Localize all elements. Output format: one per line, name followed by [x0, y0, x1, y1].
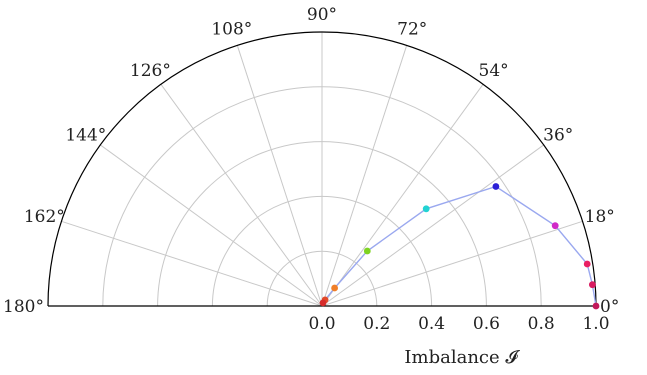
theta-tick-labels: 0° 18° 36° 54° 72° 90° 108° 126° 144° 162° 180° — [3, 5, 619, 317]
theta-tick-label: 18° — [585, 207, 615, 227]
data-points — [319, 183, 600, 310]
theta-tick-label: 108° — [211, 19, 252, 39]
data-point — [589, 281, 596, 289]
r-tick-label: 0.2 — [363, 314, 390, 334]
theta-tick-label: 162° — [24, 207, 65, 227]
data-point — [422, 205, 430, 213]
data-point — [319, 299, 327, 307]
r-tick-label: 0.0 — [308, 314, 335, 334]
theta-tick-label: 180° — [3, 297, 44, 317]
data-point — [492, 183, 500, 190]
theta-grid-line — [321, 220, 583, 307]
data-point — [551, 222, 559, 230]
theta-tick-label: 144° — [65, 125, 106, 145]
data-point — [583, 260, 591, 268]
theta-grid-line — [321, 144, 544, 307]
theta-grid-line — [321, 84, 484, 307]
series-line — [322, 185, 597, 307]
r-tick-label: 0.4 — [418, 314, 445, 334]
theta-tick-label: 36° — [543, 125, 573, 145]
theta-grid-line — [160, 84, 323, 307]
theta-tick-label: 90° — [307, 5, 337, 25]
r-tick-labels: 0.0 0.2 0.4 0.6 0.8 1.0 — [308, 314, 609, 334]
data-point — [363, 247, 371, 255]
theta-tick-label: 72° — [397, 19, 427, 39]
r-tick-label: 0.8 — [528, 314, 555, 334]
theta-tick-label: 126° — [130, 61, 171, 81]
polar-grid — [61, 32, 583, 307]
data-point — [331, 284, 338, 292]
theta-grid-line — [61, 220, 323, 307]
r-tick-label: 0.6 — [473, 314, 500, 334]
theta-tick-label: 54° — [479, 61, 509, 81]
data-point — [592, 302, 600, 310]
r-tick-label: 1.0 — [582, 314, 609, 334]
polar-outer-arc — [47, 31, 597, 307]
r-axis-label: Imbalance 𝓘 — [404, 347, 520, 368]
series-line-group — [322, 185, 597, 307]
theta-grid-line — [100, 144, 323, 307]
theta-tick-label: 0° — [600, 297, 619, 317]
theta-grid-line — [236, 45, 323, 307]
theta-grid-line — [321, 45, 408, 307]
